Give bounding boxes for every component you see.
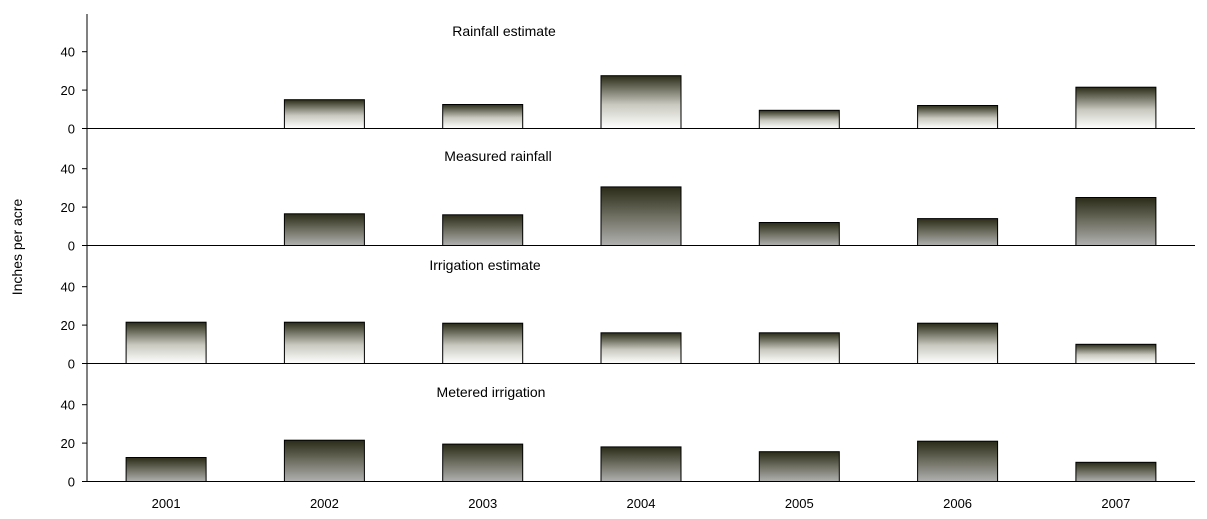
y-tick-label: 20: [61, 83, 75, 98]
bar-rainfall-estimate-2005: [758, 109, 840, 130]
bar-rainfall-estimate-2003: [442, 104, 524, 129]
x-tick-label: 2004: [627, 496, 656, 511]
bar-irrigation-estimate-2002: [283, 321, 365, 365]
bar-metered-irrigation-2002: [283, 439, 365, 483]
y-tick-label: 40: [61, 280, 75, 295]
bar-measured-rainfall-2006: [917, 218, 999, 247]
y-tick-label: 0: [68, 475, 75, 490]
y-tick-label: 0: [68, 122, 75, 137]
panel-title: Irrigation estimate: [429, 257, 540, 273]
bar-irrigation-estimate-2003: [442, 322, 524, 365]
y-tick-label: 20: [61, 436, 75, 451]
y-tick-label: 40: [61, 398, 75, 413]
y-tick-label: 20: [61, 318, 75, 333]
bar-irrigation-estimate-2004: [600, 332, 682, 364]
panel-title: Metered irrigation: [437, 384, 546, 400]
bar-irrigation-estimate-2005: [758, 332, 840, 364]
x-tick-label: 2005: [785, 496, 814, 511]
bar-metered-irrigation-2006: [917, 440, 999, 483]
x-tick-label: 2007: [1101, 496, 1130, 511]
bar-irrigation-estimate-2006: [917, 322, 999, 365]
bar-rainfall-estimate-2007: [1075, 86, 1157, 129]
bar-measured-rainfall-2005: [758, 222, 840, 246]
bar-rainfall-estimate-2006: [917, 105, 999, 129]
bar-metered-irrigation-2003: [442, 443, 524, 483]
bar-irrigation-estimate-2001: [125, 321, 207, 365]
x-tick-label: 2006: [943, 496, 972, 511]
bar-measured-rainfall-2007: [1075, 197, 1157, 246]
x-tick-label: 2001: [152, 496, 181, 511]
y-tick-label: 40: [61, 162, 75, 177]
bar-rainfall-estimate-2004: [600, 75, 682, 129]
bar-metered-irrigation-2004: [600, 446, 682, 482]
bar-irrigation-estimate-2007: [1075, 343, 1157, 364]
bar-measured-rainfall-2003: [442, 214, 524, 247]
bar-metered-irrigation-2001: [125, 457, 207, 482]
panel-title: Rainfall estimate: [452, 23, 556, 39]
bar-rainfall-estimate-2002: [283, 99, 365, 129]
bar-measured-rainfall-2004: [600, 186, 682, 246]
y-tick-label: 0: [68, 239, 75, 254]
y-tick-label: 0: [68, 357, 75, 372]
bar-metered-irrigation-2007: [1075, 461, 1157, 482]
bar-measured-rainfall-2002: [283, 213, 365, 247]
y-axis-title: Inches per acre: [9, 199, 25, 296]
y-tick-label: 40: [61, 45, 75, 60]
panel-title: Measured rainfall: [444, 148, 551, 164]
y-tick-label: 20: [61, 200, 75, 215]
bar-metered-irrigation-2005: [758, 451, 840, 483]
x-tick-label: 2003: [468, 496, 497, 511]
x-tick-label: 2002: [310, 496, 339, 511]
